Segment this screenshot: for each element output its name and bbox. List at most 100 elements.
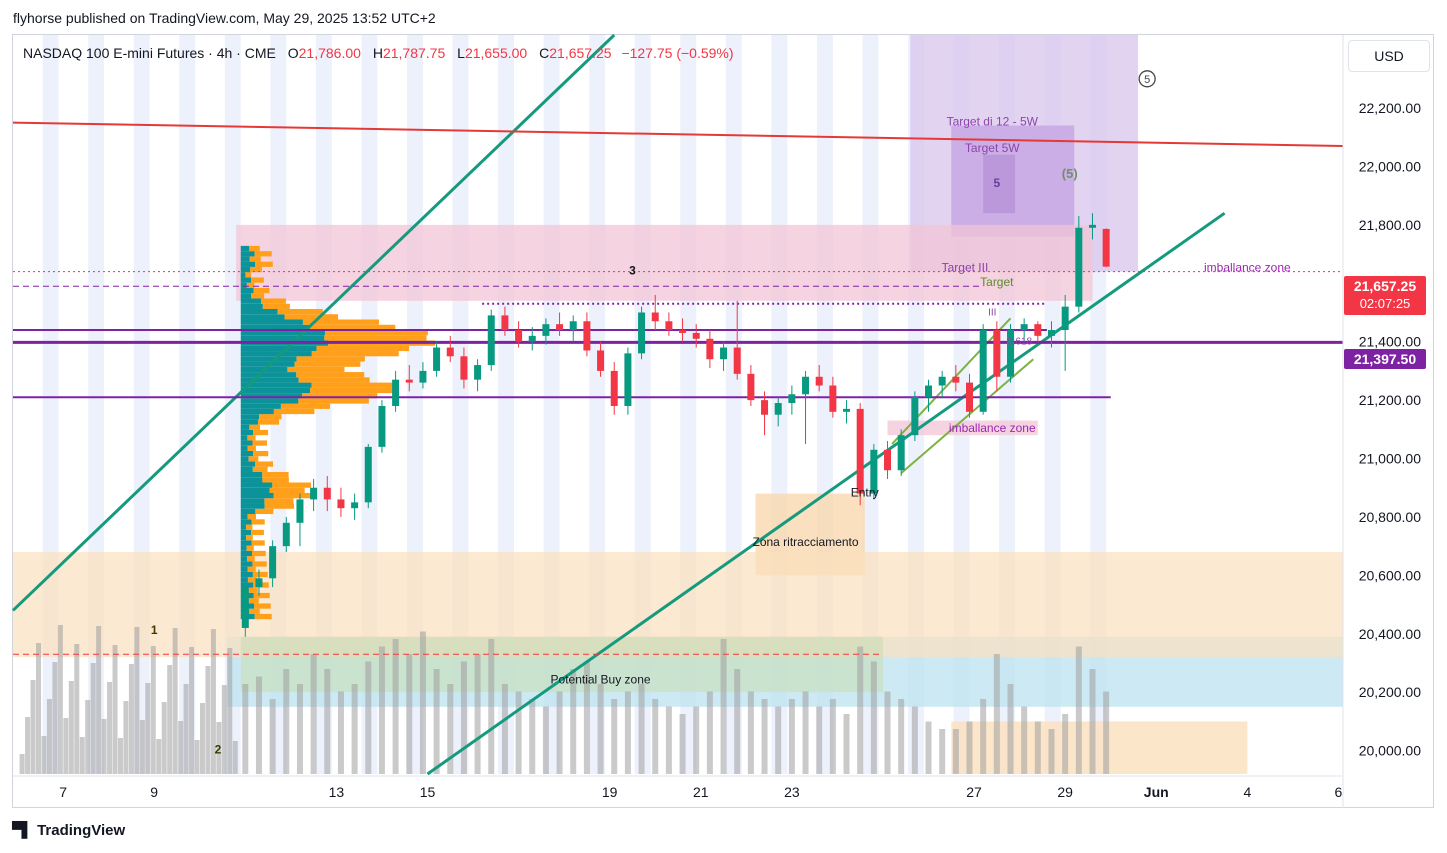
volume-bar bbox=[542, 706, 549, 774]
profile-bar bbox=[255, 461, 274, 467]
volume-bar bbox=[993, 654, 1000, 774]
candle-body bbox=[788, 394, 796, 404]
profile-bar bbox=[287, 366, 345, 373]
candle-body bbox=[692, 332, 700, 339]
profile-bar bbox=[251, 540, 265, 546]
candle-body bbox=[747, 373, 755, 401]
profile-bar bbox=[240, 272, 246, 278]
tradingview-logo[interactable]: ▀▌ TradingView bbox=[12, 821, 125, 839]
profile-bar bbox=[273, 408, 315, 415]
zone-label: imballance zone bbox=[1204, 261, 1291, 275]
profile-bar bbox=[251, 519, 265, 525]
profile-bar bbox=[240, 577, 248, 583]
profile-bar bbox=[248, 587, 258, 593]
candle-body bbox=[337, 499, 345, 509]
volume-bar bbox=[488, 639, 495, 774]
volume-bar bbox=[679, 714, 686, 774]
candle-body bbox=[433, 347, 441, 371]
profile-bar bbox=[240, 298, 262, 304]
publisher-header: flyhorse published on TradingView.com, M… bbox=[13, 10, 436, 26]
symbol-title[interactable]: NASDAQ 100 E-mini Futures · 4h · CME bbox=[23, 45, 276, 61]
volume-bar bbox=[189, 647, 195, 774]
volume-bar bbox=[101, 719, 107, 774]
profile-bar bbox=[240, 403, 281, 409]
volume-bar bbox=[939, 729, 946, 774]
profile-bar bbox=[272, 482, 312, 488]
volume-bar bbox=[447, 684, 454, 774]
profile-bar bbox=[240, 571, 253, 578]
profile-bar bbox=[264, 498, 294, 504]
volume-bar bbox=[761, 699, 768, 774]
x-tick-label: 27 bbox=[966, 784, 982, 800]
annotation-label: 1 bbox=[151, 623, 158, 637]
candle-body bbox=[1061, 306, 1069, 331]
candle-body bbox=[1075, 227, 1083, 307]
volume-bar bbox=[775, 706, 782, 774]
volume-bar bbox=[210, 629, 216, 774]
volume-bar bbox=[460, 661, 467, 774]
x-tick-label: 4 bbox=[1243, 784, 1251, 800]
volume-bar bbox=[843, 714, 850, 774]
volume-bar bbox=[720, 639, 727, 774]
candle-body bbox=[1007, 330, 1014, 377]
x-tick-label: Jun bbox=[1144, 784, 1169, 800]
profile-bar bbox=[240, 414, 260, 420]
candle-body bbox=[993, 330, 1001, 377]
volume-bar bbox=[365, 661, 372, 774]
candle-body bbox=[351, 502, 359, 509]
brand-label: TradingView bbox=[37, 822, 126, 839]
y-tick-label: 20,400.00 bbox=[1359, 626, 1421, 642]
candle-body bbox=[515, 330, 523, 342]
volume-bar bbox=[199, 703, 205, 774]
profile-bar bbox=[247, 514, 256, 520]
high-value: 21,787.75 bbox=[382, 45, 446, 61]
candle-body bbox=[241, 587, 249, 628]
profile-bar bbox=[240, 361, 295, 367]
profile-bar bbox=[247, 445, 256, 451]
volume-bar bbox=[829, 699, 836, 774]
profile-bar bbox=[240, 382, 312, 388]
candle-body bbox=[774, 403, 782, 415]
profile-bar bbox=[240, 582, 254, 588]
volume-bar bbox=[19, 754, 25, 774]
last-price-tag: 21,657.25 02:07:25 bbox=[1344, 276, 1426, 315]
volume-bar bbox=[25, 717, 31, 774]
profile-bar bbox=[249, 424, 260, 430]
annotation-label: 3 bbox=[629, 264, 636, 278]
profile-bar bbox=[240, 324, 311, 331]
y-tick-label: 20,200.00 bbox=[1359, 684, 1421, 700]
volume-bar bbox=[870, 661, 877, 774]
profile-bar bbox=[240, 256, 250, 262]
candle-body bbox=[569, 321, 577, 331]
candle-body bbox=[474, 365, 482, 380]
chart-frame bbox=[12, 34, 1434, 808]
currency-button[interactable]: USD bbox=[1348, 40, 1430, 72]
profile-bar bbox=[257, 419, 280, 425]
profile-bar bbox=[250, 266, 262, 273]
volume-bar bbox=[570, 669, 577, 774]
volume-bar bbox=[156, 739, 162, 774]
volume-bar bbox=[788, 699, 795, 774]
volume-bar bbox=[283, 669, 290, 774]
candle-body bbox=[624, 353, 632, 406]
volume-bar bbox=[337, 691, 344, 774]
profile-bar bbox=[240, 393, 303, 399]
volume-bar bbox=[85, 700, 91, 774]
volume-bar bbox=[161, 702, 167, 774]
profile-bar bbox=[240, 330, 325, 336]
annotation-label: (5) bbox=[1062, 166, 1078, 181]
profile-bar bbox=[240, 282, 247, 288]
volume-bar bbox=[324, 669, 331, 774]
profile-bar bbox=[240, 556, 248, 562]
volume-bar bbox=[406, 654, 413, 774]
profile-bar bbox=[240, 424, 250, 430]
volume-bar bbox=[652, 699, 659, 774]
profile-bar bbox=[253, 429, 269, 436]
profile-bar bbox=[251, 529, 264, 536]
profile-bar bbox=[240, 514, 248, 520]
candle-body bbox=[583, 321, 591, 351]
candle-body bbox=[733, 347, 741, 374]
volume-bar bbox=[57, 625, 63, 774]
volume-bar bbox=[433, 669, 440, 774]
